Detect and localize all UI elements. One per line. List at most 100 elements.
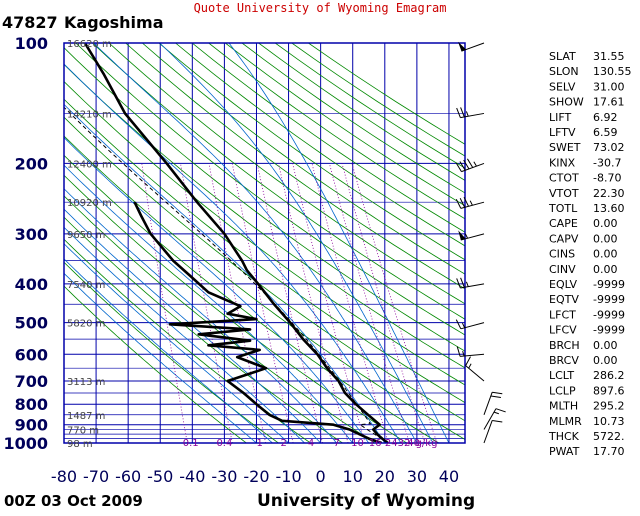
moist-adiabat xyxy=(18,180,305,443)
index-label: LFCV xyxy=(549,324,577,337)
index-label: CTOT xyxy=(549,172,579,185)
height-label: 98 m xyxy=(67,439,93,450)
mixing-ratio-line xyxy=(352,163,437,443)
index-value: 31.00 xyxy=(593,80,625,93)
temperature-tick-label: 0 xyxy=(316,467,326,486)
station-id: 47827 xyxy=(2,13,58,32)
index-value: 6.92 xyxy=(593,111,618,124)
pressure-tick-label: 700 xyxy=(15,372,48,391)
index-label: BRCV xyxy=(549,354,579,367)
index-label: CAPV xyxy=(549,232,579,245)
dry-adiabat xyxy=(292,43,640,443)
wind-barb-flag xyxy=(466,357,471,366)
index-value: 10.73 xyxy=(593,415,625,428)
index-label: SHOW xyxy=(549,96,584,109)
mixing-ratio-label: 1 xyxy=(257,438,263,449)
temperature-tick-label: -70 xyxy=(83,467,109,486)
temperature-tick-label: -80 xyxy=(51,467,77,486)
index-label: SWET xyxy=(549,141,581,154)
wind-barb-halfflag xyxy=(466,111,468,116)
wind-barb-halfflag xyxy=(470,201,472,206)
index-label: CAPE xyxy=(549,217,578,230)
wind-barb-flag xyxy=(457,278,461,288)
index-value: -8.70 xyxy=(593,172,621,185)
index-label: VTOT xyxy=(549,187,579,200)
pressure-tick-label: 1000 xyxy=(3,434,48,453)
height-label: 9650 m xyxy=(67,230,105,241)
index-label: LFCT xyxy=(549,308,576,321)
wind-barb-halfflag xyxy=(494,412,499,414)
moist-adiabat xyxy=(17,225,257,443)
index-label: PWAT xyxy=(549,445,580,458)
wind-barb-halfflag xyxy=(466,282,468,287)
temperature-tick-label: 30 xyxy=(407,467,427,486)
index-value: 0.00 xyxy=(593,217,618,230)
index-value: 73.02 xyxy=(593,141,625,154)
temperature-tick-label: -40 xyxy=(179,467,205,486)
temperature-tick-label: -50 xyxy=(147,467,173,486)
wind-barb-flag xyxy=(492,392,502,394)
index-value: 0.00 xyxy=(593,354,618,367)
index-label: BRCH xyxy=(549,339,580,352)
temperature-tick-label: -10 xyxy=(275,467,301,486)
temperature-tick-label: 10 xyxy=(343,467,363,486)
index-label: SELV xyxy=(549,80,576,93)
height-label: 7540 m xyxy=(67,280,105,291)
index-value: 0.00 xyxy=(593,232,618,245)
wind-barb-shaft xyxy=(484,420,492,443)
wind-barbs xyxy=(456,42,506,443)
height-label: 12400 m xyxy=(67,159,112,170)
pressure-tick-label: 100 xyxy=(15,34,48,53)
index-value: -30.7 xyxy=(593,156,621,169)
index-value: -9999 xyxy=(593,293,625,306)
index-value: 17.70 xyxy=(593,445,625,458)
mixing-ratio-label: 24 xyxy=(385,438,398,449)
wind-barb-halfflag xyxy=(469,364,471,368)
dry-adiabat xyxy=(26,43,567,443)
index-label: LFTV xyxy=(549,126,576,139)
observation-time: 00Z 03 Oct 2009 xyxy=(4,492,143,510)
temperature-tick-label: -30 xyxy=(211,467,237,486)
index-value: -9999 xyxy=(593,278,625,291)
dry-adiabat xyxy=(0,43,375,443)
pressure-tick-label: 800 xyxy=(15,395,48,414)
wind-barb-flag xyxy=(461,278,465,288)
wind-barb xyxy=(457,107,484,117)
index-label: CINV xyxy=(549,263,576,276)
height-label: 16620 m xyxy=(67,39,112,50)
mixing-ratio-line xyxy=(142,163,188,443)
temperature-tick-label: 40 xyxy=(439,467,459,486)
index-label: SLON xyxy=(549,65,579,78)
index-label: MLTH xyxy=(549,400,578,413)
index-value: 897.6 xyxy=(593,384,625,397)
wind-barb-halfflag xyxy=(463,351,464,356)
wind-barb-flag xyxy=(460,198,465,207)
pressure-tick-label: 600 xyxy=(15,345,48,364)
mixing-ratio-label: 0.1 xyxy=(183,438,199,449)
wind-barb xyxy=(484,392,502,415)
pressure-tick-label: 300 xyxy=(15,225,48,244)
wind-barb-flag xyxy=(492,420,502,422)
chart-banner: Quote University of Wyoming Emagram xyxy=(194,1,447,15)
height-label: 5820 m xyxy=(67,319,105,330)
mixing-ratio-label: 16 xyxy=(369,438,382,449)
temperature-tick-label: -60 xyxy=(115,467,141,486)
wind-barb-flag xyxy=(461,107,465,117)
index-value: 0.00 xyxy=(593,248,618,261)
index-label: KINX xyxy=(549,156,576,169)
height-label: 3113 m xyxy=(67,377,105,388)
index-value: -9999 xyxy=(593,324,625,337)
index-label: EQLV xyxy=(549,278,578,291)
plot-frame xyxy=(64,43,465,443)
mixing-ratio-label: 2 xyxy=(281,438,287,449)
index-label: LCLT xyxy=(549,369,574,382)
mixing-ratio-line xyxy=(209,163,266,443)
wind-barb-flag xyxy=(467,159,472,168)
wind-barb-flag xyxy=(456,320,461,329)
isotherm-isobar-grid xyxy=(64,43,465,443)
index-value: 0.00 xyxy=(593,263,618,276)
